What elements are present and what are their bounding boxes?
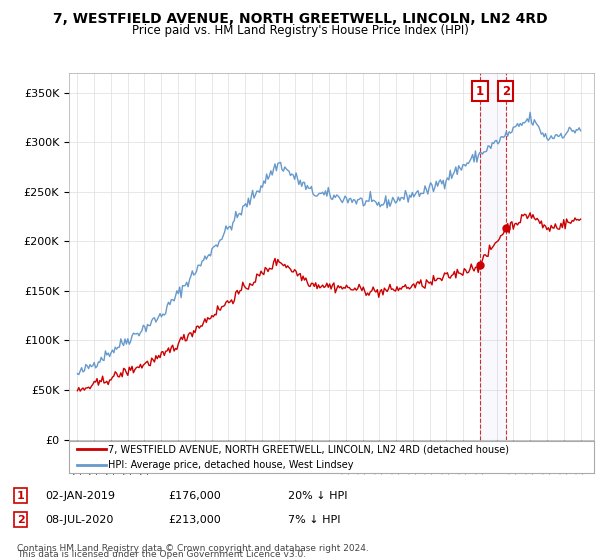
Text: £176,000: £176,000 [168, 491, 221, 501]
Text: 7, WESTFIELD AVENUE, NORTH GREETWELL, LINCOLN, LN2 4RD (detached house): 7, WESTFIELD AVENUE, NORTH GREETWELL, LI… [109, 444, 509, 454]
Text: 02-JAN-2019: 02-JAN-2019 [45, 491, 115, 501]
Text: HPI: Average price, detached house, West Lindsey: HPI: Average price, detached house, West… [109, 460, 354, 470]
Text: 2: 2 [502, 85, 510, 97]
Text: 08-JUL-2020: 08-JUL-2020 [45, 515, 113, 525]
Text: 7% ↓ HPI: 7% ↓ HPI [288, 515, 341, 525]
Text: This data is licensed under the Open Government Licence v3.0.: This data is licensed under the Open Gov… [17, 550, 306, 559]
Text: 1: 1 [17, 491, 25, 501]
Text: Contains HM Land Registry data © Crown copyright and database right 2024.: Contains HM Land Registry data © Crown c… [17, 544, 368, 553]
Text: 1: 1 [476, 85, 484, 97]
Text: Price paid vs. HM Land Registry's House Price Index (HPI): Price paid vs. HM Land Registry's House … [131, 24, 469, 37]
Text: 7, WESTFIELD AVENUE, NORTH GREETWELL, LINCOLN, LN2 4RD: 7, WESTFIELD AVENUE, NORTH GREETWELL, LI… [53, 12, 547, 26]
Text: 2: 2 [17, 515, 25, 525]
Text: 20% ↓ HPI: 20% ↓ HPI [288, 491, 347, 501]
Bar [480, 73, 506, 440]
Text: £213,000: £213,000 [168, 515, 221, 525]
